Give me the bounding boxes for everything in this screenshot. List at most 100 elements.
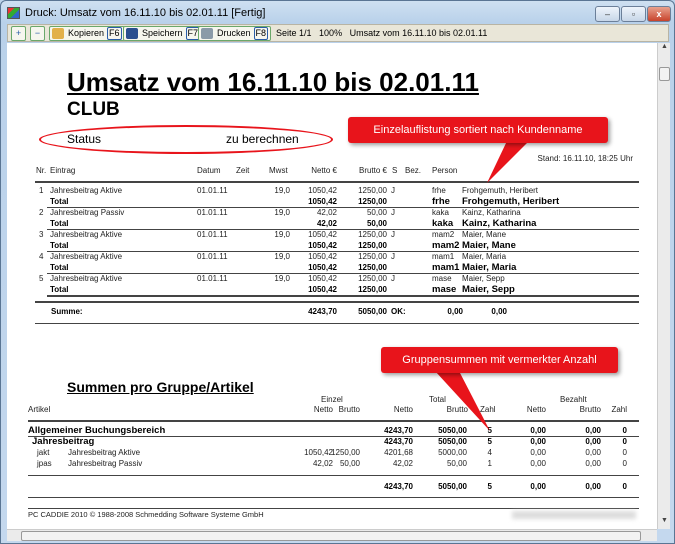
group-total-divider [28,475,639,476]
header-bezahlt: Bezahlt [560,395,587,404]
entry-s: J [391,230,395,239]
entry-nr: 5 [39,274,44,283]
maximize-button[interactable]: ▫ [621,6,646,22]
minimize-button[interactable]: – [595,6,620,22]
group-row-b-brutto: 0,00 [585,459,601,468]
group-total-underline [28,497,639,498]
entry-total-brutto: 1250,00 [358,241,387,250]
group-row-e-brutto: 50,00 [339,459,360,468]
group-row-e-netto: 42,02 [312,459,333,468]
summe-ok-value1: 0,00 [447,307,463,316]
toolbar: + − Kopieren F6 Speichern F7 Drucken F8 Sei… [7,24,669,42]
header-t-netto: Netto [393,405,413,414]
redacted-info [512,511,636,519]
print-button[interactable]: Drucken F8 [198,26,272,41]
group-row-b-brutto: 0,00 [585,426,601,435]
entry-total-person: Kainz, Katharina [462,218,537,229]
entry-netto: 1050,42 [308,252,337,261]
header-bez: Bez. [405,166,422,175]
group-total-t-netto: 4243,70 [384,482,413,491]
entry-s: J [391,274,395,283]
save-button[interactable]: Speichern F7 [123,26,204,41]
floppy-icon [126,28,138,39]
header-einzel: Einzel [321,395,343,404]
callout-gruppensummen: Gruppensummen mit vermerkter Anzahl [381,347,618,373]
entry-datum: 01.01.11 [197,252,228,261]
entry-code: mam1 [432,252,455,261]
header-person: Person [432,166,458,175]
group-row-t-zahl: 1 [487,459,492,468]
group-row-e-brutto: 1250,00 [331,448,360,457]
entry-mwst: 19,0 [274,230,290,239]
group-total-b-brutto: 0,00 [585,482,601,491]
save-label: Speichern [142,28,183,38]
entry-code: mam2 [432,230,455,239]
header-b-brutto: Brutto [579,405,601,414]
entry-s: J [391,208,395,217]
group-row-t-brutto: 50,00 [446,459,467,468]
entry-divider [47,273,639,274]
entry-divider [47,251,639,252]
entry-code: frhe [432,186,446,195]
entry-nr: 4 [39,252,44,261]
copy-button[interactable]: Kopieren F6 [49,26,125,41]
summe-divider [35,301,639,303]
entry-total-netto: 1050,42 [308,241,337,250]
stand-timestamp: Stand: 16.11.10, 18:25 Uhr [537,154,633,163]
header-mwst: Mwst [269,166,288,175]
group-total-b-zahl: 0 [622,482,627,491]
header-brutto: Brutto € [358,166,387,175]
status-label: Status [67,132,102,146]
header-netto: Netto € [311,166,337,175]
entry-total-label: Total [50,197,69,206]
entry-mwst: 19,0 [274,274,290,283]
status-value: zu berechnen [226,132,299,146]
entry-datum: 01.01.11 [197,230,228,239]
toolbar-info: Seite 1/1 100% Umsatz vom 16.11.10 bis 0… [276,28,487,38]
group-row-t-zahl: 4 [487,448,492,457]
horizontal-scrollbar[interactable] [7,529,657,541]
vertical-scrollbar[interactable]: ▲ ▼ [657,43,670,529]
header-e-brutto: Brutto [338,405,360,414]
entry-total-label: Total [50,263,69,272]
close-button[interactable]: x [647,6,671,22]
entry-person: Kainz, Katharina [462,208,521,217]
entry-divider [47,207,639,208]
clipboard-icon [52,28,64,39]
hscroll-thumb[interactable] [21,531,641,541]
scroll-down-icon[interactable]: ▼ [661,517,668,524]
entry-netto: 1050,42 [308,230,337,239]
summe-netto: 4243,70 [308,307,337,316]
scroll-thumb[interactable] [659,67,670,81]
group-row-code: Jahresbeitrag [32,436,95,447]
callout-einzelauflistung: Einzelauflistung sortiert nach Kundennam… [348,117,608,143]
zoom-out-button[interactable]: − [30,26,45,41]
entry-brutto: 50,00 [366,208,387,217]
entry-s: J [391,186,395,195]
entry-total-label: Total [50,285,69,294]
zoom-in-button[interactable]: + [11,26,26,41]
group-row-b-netto: 0,00 [530,437,546,446]
entry-eintrag: Jahresbeitrag Aktive [50,230,123,239]
group-header-divider [28,420,639,422]
print-label: Drucken [217,28,251,38]
group-title: Summen pro Gruppe/Artikel [67,379,254,395]
summe-ok-value2: 0,00 [491,307,507,316]
scroll-up-icon[interactable]: ▲ [661,43,668,50]
entry-eintrag: Jahresbeitrag Aktive [50,252,123,261]
entry-person: Maier, Maria [462,252,507,261]
header-nr: Nr. [36,166,47,175]
group-row-code: jpas [37,459,52,468]
entry-code: kaka [432,208,449,217]
club-name: CLUB [67,99,120,120]
entry-total-code: mam1 [432,262,460,273]
group-row-b-zahl: 0 [622,459,627,468]
group-row-b-zahl: 0 [622,426,627,435]
header-b-netto: Netto [526,405,546,414]
entry-datum: 01.01.11 [197,274,228,283]
entry-nr: 2 [39,208,44,217]
copy-shortcut: F6 [107,27,122,40]
group-row-t-netto: 4243,70 [384,437,413,446]
header-total: Total [429,395,446,404]
